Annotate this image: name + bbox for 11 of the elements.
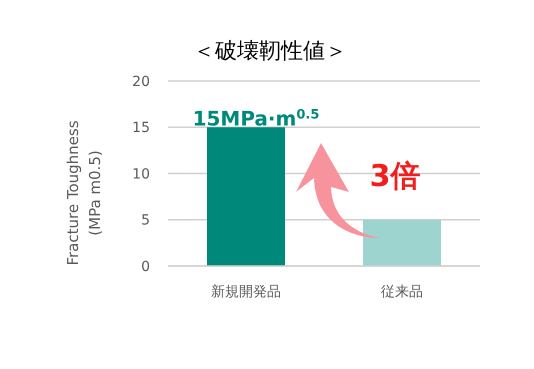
- x-tick-label: 新規開発品: [211, 284, 281, 300]
- annotation: 15MPa·m$^{0.5}$: [192, 106, 320, 130]
- y-tick-label: 20: [132, 74, 150, 90]
- y-tick-label: 5: [141, 212, 150, 229]
- y-tick-label: 0: [141, 258, 150, 275]
- y-axis-title: Fracture Toughness (MPa m0.5): [64, 120, 104, 266]
- chart-title: ＜破壊靭性値＞: [193, 39, 347, 64]
- annotation: 3倍: [370, 159, 420, 194]
- y-tick-label: 15: [132, 120, 150, 136]
- x-tick-label: 従来品: [381, 284, 423, 300]
- y-tick-label: 10: [132, 166, 150, 182]
